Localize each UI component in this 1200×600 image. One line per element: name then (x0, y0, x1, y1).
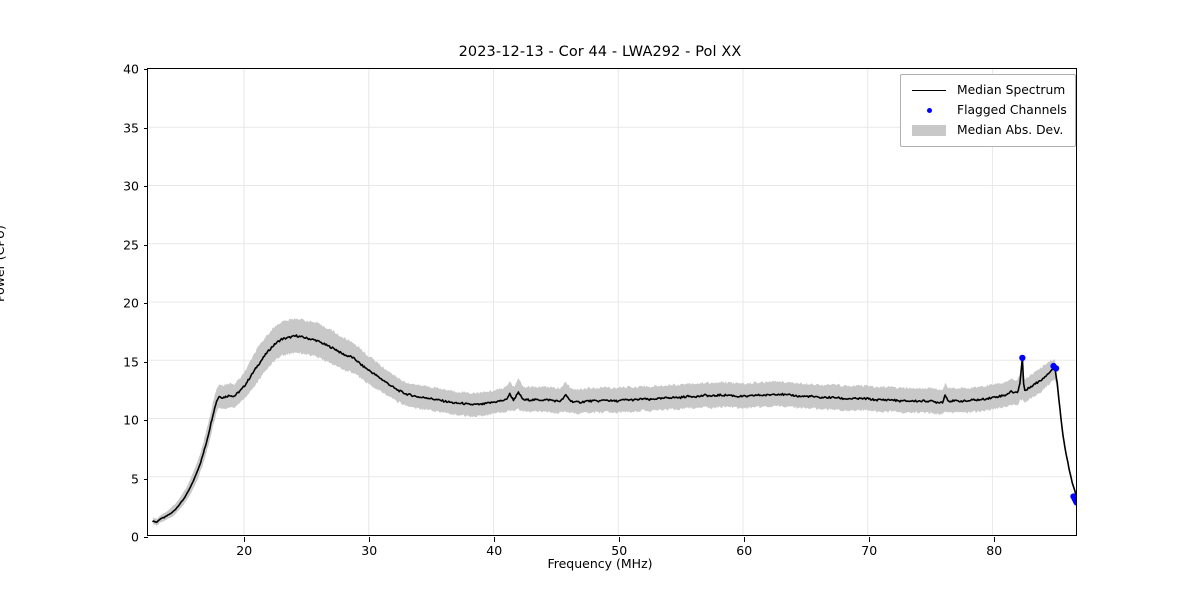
patch-swatch-icon (909, 124, 949, 136)
x-tick-label: 30 (361, 543, 378, 558)
y-tick-mark (143, 420, 148, 421)
y-tick-mark (143, 244, 148, 246)
y-tick-mark (143, 127, 148, 129)
y-tick-label: 0 (131, 529, 139, 545)
x-tick-mark (994, 537, 996, 542)
x-axis-label: Frequency (MHz) (547, 556, 653, 571)
x-tick-mark (869, 537, 871, 542)
flagged-channels-points (1019, 354, 1076, 506)
y-tick-mark (143, 537, 148, 538)
y-tick-label: 10 (123, 412, 139, 428)
legend-label: Median Spectrum (957, 83, 1066, 97)
y-tick-label: 25 (123, 237, 139, 252)
y-axis-label: Power (CPU) (0, 225, 7, 302)
chart-title: 2023-12-13 - Cor 44 - LWA292 - Pol XX (458, 44, 742, 60)
y-tick-label: 30 (123, 178, 139, 194)
y-tick-mark (143, 186, 148, 187)
y-tick-mark (143, 478, 148, 480)
y-tick-label: 35 (123, 120, 139, 135)
x-tick-mark (369, 537, 371, 542)
legend-item-flagged-channels: Flagged Channels (909, 100, 1067, 120)
legend-item-median-abs-dev: Median Abs. Dev. (909, 120, 1067, 140)
y-tick-mark (143, 69, 148, 70)
median-abs-dev-band (152, 317, 1076, 526)
y-tick-label: 40 (123, 61, 139, 77)
median-spectrum-line (152, 334, 1076, 524)
x-tick-mark (244, 537, 246, 542)
y-tick-mark (143, 303, 148, 304)
legend-label: Flagged Channels (957, 103, 1067, 117)
legend-item-median-spectrum: Median Spectrum (909, 80, 1067, 100)
x-tick-label: 60 (736, 543, 753, 558)
x-tick-label: 80 (986, 543, 1003, 558)
x-tick-mark (744, 537, 746, 542)
dot-swatch-icon (909, 107, 949, 113)
y-tick-mark (143, 361, 148, 363)
y-tick-label: 15 (123, 354, 139, 369)
line-swatch-icon (909, 89, 949, 91)
x-tick-mark (619, 537, 621, 542)
x-tick-mark (494, 537, 496, 542)
x-tick-label: 40 (486, 543, 503, 558)
x-tick-label: 20 (236, 543, 253, 558)
y-tick-label: 20 (123, 295, 139, 311)
y-tick-label: 5 (131, 471, 139, 486)
x-tick-label: 50 (611, 543, 628, 558)
legend-label: Median Abs. Dev. (957, 123, 1064, 137)
legend: Median Spectrum Flagged Channels Median … (900, 74, 1076, 147)
x-tick-label: 70 (861, 543, 878, 558)
